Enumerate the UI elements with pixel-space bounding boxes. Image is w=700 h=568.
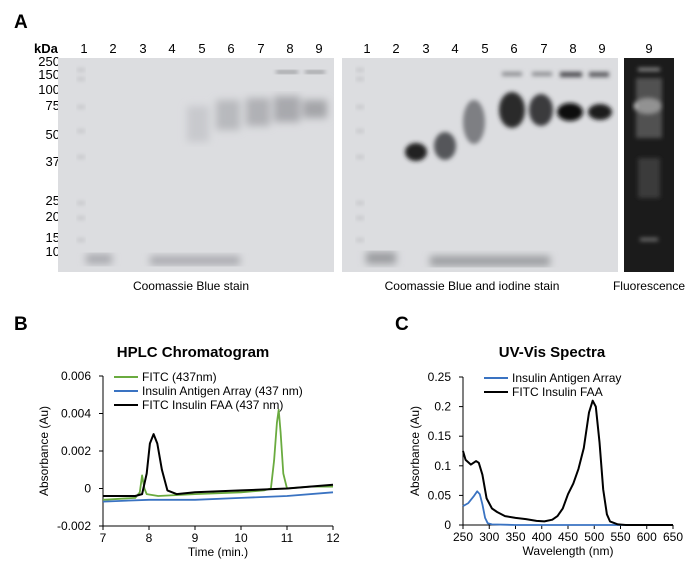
lane-number: 7: [257, 41, 265, 56]
x-tick-label: 650: [663, 530, 683, 544]
lane-number: 3: [139, 41, 147, 56]
mw-unit-label: kDa: [34, 41, 58, 56]
hplc-chart: HPLC Chromatogram -0.002 0 0.002 0.004 0.006 7…: [37, 344, 340, 559]
y-tick-label: 0.006: [61, 369, 91, 383]
gel2-caption: Coomassie Blue and iodine stain: [384, 279, 560, 293]
x-tick-label: 9: [192, 531, 199, 545]
x-axis-label: Time (min.): [188, 545, 248, 559]
lane-number: 8: [286, 41, 294, 56]
y-tick-label: 0.1: [434, 459, 451, 473]
x-tick-label: 8: [146, 531, 153, 545]
x-tick-label: 350: [505, 530, 525, 544]
coomassie-gel-image: [58, 58, 334, 272]
lane-number: 5: [198, 41, 206, 56]
lane-number: 2: [392, 41, 400, 56]
lane-number: 4: [168, 41, 176, 56]
series-line-2: [462, 399, 673, 526]
lane-number: 6: [510, 41, 518, 56]
y-tick-label: 0: [444, 518, 451, 532]
y-tick-label: -0.002: [57, 519, 91, 533]
lane-number: 8: [569, 41, 577, 56]
x-tick-label: 600: [637, 530, 657, 544]
legend-entry: FITC (437nm): [142, 370, 217, 384]
lane-number: 4: [451, 41, 459, 56]
chart-title: HPLC Chromatogram: [117, 344, 270, 361]
lane-number: 6: [227, 41, 235, 56]
uvvis-chart: UV-Vis Spectra 0 0.05 0.1 0.15 0.2 0.25 250 300 3…: [408, 344, 683, 558]
lane-number: 9: [315, 41, 323, 56]
mw-marker-label: 150: [38, 67, 60, 82]
panel-a-label: A: [14, 12, 28, 33]
series-line-1: [462, 490, 673, 526]
lane-number: 9: [598, 41, 606, 56]
x-tick-label: 11: [281, 531, 294, 545]
fluorescence-gel-bands: [634, 68, 662, 241]
y-tick-label: 0.004: [61, 407, 91, 421]
x-tick-label: 10: [234, 531, 248, 545]
y-axis-label: Absorbance (Au): [408, 406, 422, 496]
series-line-2: [102, 491, 334, 503]
y-tick-label: 0.002: [61, 444, 91, 458]
x-tick-label: 7: [100, 531, 107, 545]
x-axis-label: Wavelength (nm): [523, 544, 614, 558]
panel-c-label: C: [395, 314, 409, 335]
y-axis-label: Absorbance (Au): [37, 406, 51, 496]
panel-b-label: B: [14, 314, 28, 335]
series-line-1: [102, 408, 333, 501]
x-tick-label: 500: [584, 530, 604, 544]
legend-entry: Insulin Antigen Array: [512, 371, 621, 385]
mw-marker-label: 25: [45, 193, 60, 208]
mw-marker-label: 100: [38, 82, 60, 97]
iodine-gel-bands: [356, 69, 612, 266]
lane-number: 1: [80, 41, 88, 56]
legend-entry: Insulin Antigen Array (437 nm): [142, 384, 303, 398]
series-line-3: [103, 433, 334, 497]
lane-number: 5: [481, 41, 489, 56]
fluorescence-gel-image: [624, 58, 674, 272]
legend-entry: FITC Insulin FAA: [512, 385, 603, 399]
mw-marker-label: 75: [45, 98, 60, 113]
x-tick-label: 12: [326, 531, 340, 545]
lane-number: 7: [540, 41, 548, 56]
gel3-caption: Fluorescence: [612, 279, 686, 293]
y-tick-label: 0.25: [428, 370, 452, 384]
y-tick-label: 0.2: [434, 400, 451, 414]
mw-marker-label: 37: [45, 154, 60, 169]
y-tick-label: 0.15: [428, 429, 452, 443]
x-tick-label: 400: [532, 530, 552, 544]
lane-number: 1: [363, 41, 371, 56]
gel1-caption: Coomassie Blue stain: [132, 279, 250, 293]
x-tick-label: 450: [558, 530, 578, 544]
lane-number: 2: [109, 41, 117, 56]
legend-entry: FITC Insulin FAA (437 nm): [142, 398, 283, 412]
mw-marker-label: 50: [45, 127, 60, 142]
lane-number: 9: [645, 41, 653, 56]
mw-marker-label: 20: [45, 209, 60, 224]
x-tick-label: 250: [453, 530, 473, 544]
chart-title: UV-Vis Spectra: [499, 344, 606, 361]
mw-marker-label: 10: [45, 244, 60, 259]
iodine-gel-image: [342, 58, 618, 272]
mw-marker-label: 15: [45, 230, 60, 245]
y-tick-label: 0: [84, 482, 91, 496]
lane-number: 3: [422, 41, 430, 56]
mw-marker-label: 250: [38, 54, 60, 69]
x-tick-label: 550: [610, 530, 630, 544]
x-tick-label: 300: [479, 530, 499, 544]
coomassie-gel-bands: [77, 69, 327, 265]
y-tick-label: 0.05: [428, 488, 452, 502]
